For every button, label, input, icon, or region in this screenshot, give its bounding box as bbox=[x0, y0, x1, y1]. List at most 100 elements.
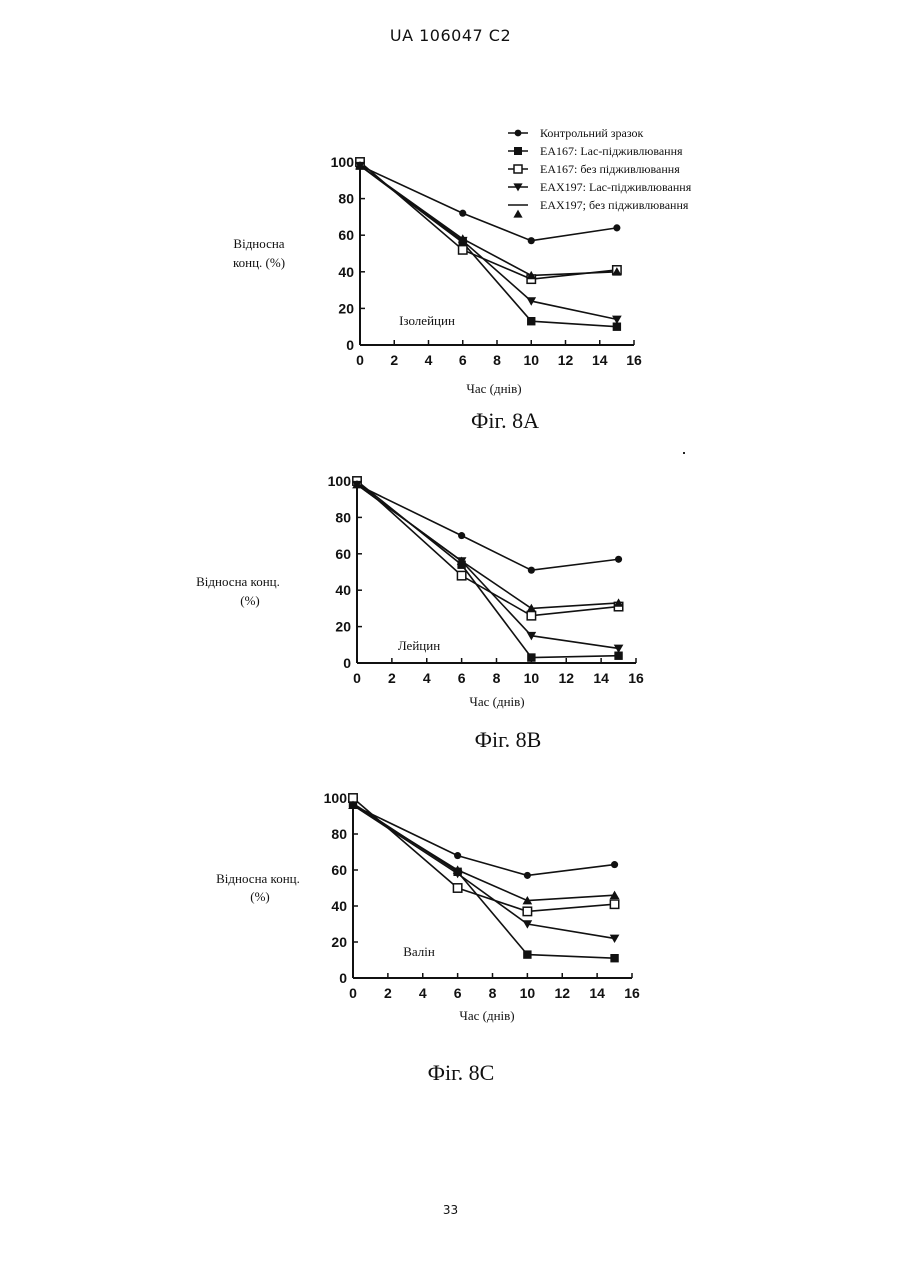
y-tick-label: 40 bbox=[335, 582, 351, 598]
x-tick-label: 0 bbox=[349, 985, 357, 1001]
x-axis-label: Час (днів) bbox=[469, 694, 524, 709]
figure-caption: Фіг. 8А bbox=[471, 408, 539, 433]
legend-entry: EAX197; без підживлювання bbox=[540, 198, 689, 212]
data-point-open-square bbox=[610, 900, 618, 908]
x-tick-label: 14 bbox=[593, 670, 609, 686]
figure-caption: Фіг. 8В bbox=[475, 727, 542, 752]
data-point-circle bbox=[613, 224, 620, 231]
series-line bbox=[357, 485, 619, 571]
legend-entry: EA167: без підживлювання bbox=[540, 162, 680, 176]
data-point-square bbox=[527, 653, 535, 661]
figure-caption: Фіг. 8С bbox=[428, 1060, 495, 1085]
legend-marker-circle bbox=[515, 130, 522, 137]
y-tick-label: 80 bbox=[331, 826, 347, 842]
x-tick-label: 6 bbox=[454, 985, 462, 1001]
legend-entry: EA167: Lac-підживлювання bbox=[540, 144, 683, 158]
legend-entry: EAX197: Lac-підживлювання bbox=[540, 180, 692, 194]
data-point-circle bbox=[454, 852, 461, 859]
x-tick-label: 8 bbox=[489, 985, 497, 1001]
x-tick-label: 16 bbox=[628, 670, 644, 686]
series-line bbox=[353, 805, 615, 875]
y-axis-label: Відносна bbox=[233, 236, 284, 251]
y-tick-label: 60 bbox=[331, 862, 347, 878]
series-line bbox=[357, 481, 619, 658]
legend-marker-triangle-up bbox=[513, 210, 522, 218]
x-tick-label: 8 bbox=[493, 352, 501, 368]
x-tick-label: 10 bbox=[524, 670, 540, 686]
data-point-circle bbox=[458, 532, 465, 539]
y-tick-label: 20 bbox=[335, 619, 351, 635]
amino-acid-label: Валін bbox=[403, 944, 435, 959]
x-tick-label: 6 bbox=[458, 670, 466, 686]
scan-speck bbox=[683, 452, 685, 454]
data-point-circle bbox=[524, 872, 531, 879]
x-tick-label: 8 bbox=[493, 670, 501, 686]
data-point-square bbox=[527, 317, 535, 325]
x-tick-label: 14 bbox=[592, 352, 608, 368]
y-tick-label: 20 bbox=[338, 300, 354, 316]
data-point-open-square bbox=[453, 884, 461, 892]
amino-acid-label: Ізолейцин bbox=[399, 313, 455, 328]
y-axis-label: Відносна конц. bbox=[196, 574, 280, 589]
series-line bbox=[353, 805, 615, 900]
data-point-triangle-down bbox=[610, 935, 620, 943]
y-axis-label: Відносна конц. bbox=[216, 871, 300, 886]
data-point-circle bbox=[528, 567, 535, 574]
data-point-circle bbox=[615, 556, 622, 563]
series-line bbox=[353, 798, 615, 911]
x-tick-label: 0 bbox=[353, 670, 361, 686]
x-tick-label: 12 bbox=[558, 352, 574, 368]
amino-acid-label: Лейцин bbox=[398, 638, 440, 653]
data-point-open-square bbox=[527, 611, 535, 619]
y-tick-label: 60 bbox=[338, 227, 354, 243]
y-tick-label: 100 bbox=[324, 790, 348, 806]
x-tick-label: 12 bbox=[558, 670, 574, 686]
y-tick-label: 20 bbox=[331, 934, 347, 950]
y-tick-label: 40 bbox=[331, 898, 347, 914]
y-tick-label: 80 bbox=[338, 191, 354, 207]
data-point-square bbox=[523, 950, 531, 958]
y-axis-label: конц. (%) bbox=[233, 255, 285, 270]
x-tick-label: 4 bbox=[425, 352, 433, 368]
y-tick-label: 100 bbox=[331, 154, 355, 170]
x-tick-label: 4 bbox=[423, 670, 431, 686]
x-axis-label: Час (днів) bbox=[459, 1008, 514, 1023]
data-point-circle bbox=[611, 861, 618, 868]
y-tick-label: 0 bbox=[343, 655, 351, 671]
page-number: 33 bbox=[0, 1203, 901, 1217]
y-tick-label: 40 bbox=[338, 264, 354, 280]
y-axis-label: (%) bbox=[240, 593, 260, 608]
x-tick-label: 14 bbox=[589, 985, 605, 1001]
y-tick-label: 0 bbox=[339, 970, 347, 986]
y-tick-label: 0 bbox=[346, 337, 354, 353]
data-point-square bbox=[610, 954, 618, 962]
x-tick-label: 2 bbox=[384, 985, 392, 1001]
data-point-open-square bbox=[459, 246, 467, 254]
y-axis-label: (%) bbox=[250, 889, 270, 904]
chart-leucine: 0 2 4 6 8 10 12 14 16 0 20 40 60 80 100 Відносна конц. (… bbox=[0, 450, 901, 770]
y-tick-label: 80 bbox=[335, 509, 351, 525]
x-tick-label: 6 bbox=[459, 352, 467, 368]
series-line bbox=[357, 485, 619, 649]
chart-isoleucine: 0246810121416020406080100Відноснаконц. (… bbox=[0, 0, 901, 460]
legend-entry: Контрольний зразок bbox=[540, 126, 644, 140]
data-point-circle bbox=[459, 210, 466, 217]
x-tick-label: 0 bbox=[356, 352, 364, 368]
x-tick-label: 10 bbox=[520, 985, 536, 1001]
y-tick-label: 100 bbox=[328, 473, 352, 489]
data-point-circle bbox=[528, 237, 535, 244]
legend-marker-square bbox=[514, 147, 522, 155]
x-tick-label: 2 bbox=[390, 352, 398, 368]
chart-valine: 0 2 4 6 8 10 12 14 16 0 20 40 60 80 100 Відносна конц. (… bbox=[0, 770, 901, 1100]
y-tick-label: 60 bbox=[335, 546, 351, 562]
x-tick-label: 10 bbox=[523, 352, 539, 368]
x-axis-label: Час (днів) bbox=[466, 381, 521, 396]
data-point-open-square bbox=[523, 907, 531, 915]
series-line bbox=[353, 805, 615, 938]
x-tick-label: 12 bbox=[554, 985, 570, 1001]
x-tick-label: 2 bbox=[388, 670, 396, 686]
x-tick-label: 4 bbox=[419, 985, 427, 1001]
data-point-open-square bbox=[457, 571, 465, 579]
legend-marker-open-square bbox=[514, 165, 522, 173]
x-tick-label: 16 bbox=[624, 985, 640, 1001]
